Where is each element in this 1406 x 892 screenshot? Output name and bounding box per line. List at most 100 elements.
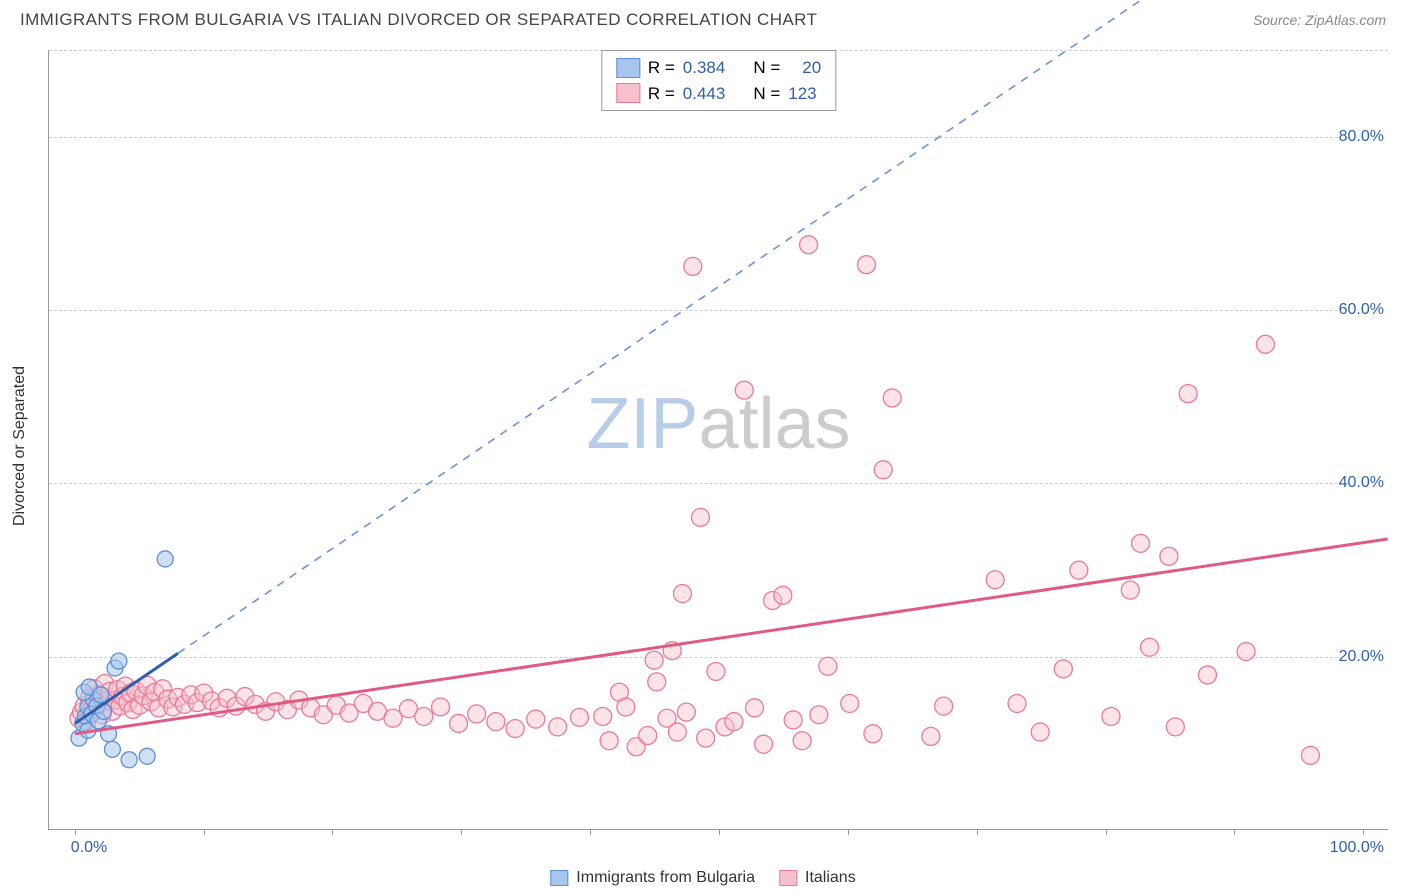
scatter-point (986, 571, 1004, 589)
scatter-point (1198, 666, 1216, 684)
r-label: R = (648, 81, 675, 107)
legend-stats-row-pink: R = 0.443 N = 123 (616, 81, 821, 107)
r-label: R = (648, 55, 675, 81)
x-tick-mark (75, 829, 76, 835)
r-value-pink: 0.443 (683, 81, 726, 107)
source-prefix: Source: (1253, 12, 1305, 28)
scatter-point (735, 381, 753, 399)
scatter-point (746, 699, 764, 717)
scatter-point (617, 698, 635, 716)
scatter-point (774, 586, 792, 604)
scatter-point (157, 551, 173, 567)
x-tick-mark (719, 829, 720, 835)
scatter-point (935, 697, 953, 715)
scatter-point (810, 706, 828, 724)
scatter-point (691, 508, 709, 526)
scatter-point (1008, 695, 1026, 713)
legend-series: Immigrants from Bulgaria Italians (550, 869, 855, 887)
source-attribution: Source: ZipAtlas.com (1253, 12, 1386, 28)
scatter-point (673, 585, 691, 603)
n-label: N = (753, 55, 780, 81)
scatter-point (639, 727, 657, 745)
r-value-blue: 0.384 (683, 55, 726, 81)
x-tick-mark (1363, 829, 1364, 835)
scatter-point (1179, 385, 1197, 403)
n-label: N = (753, 81, 780, 107)
x-tick-label: 0.0% (71, 839, 107, 857)
chart-header: IMMIGRANTS FROM BULGARIA VS ITALIAN DIVO… (0, 0, 1406, 36)
legend-item-pink: Italians (779, 869, 856, 887)
scatter-point (594, 707, 612, 725)
legend-stats-row-blue: R = 0.384 N = 20 (616, 55, 821, 81)
scatter-point (432, 698, 450, 716)
x-tick-label: 100.0% (1330, 839, 1384, 857)
scatter-point (677, 703, 695, 721)
scatter-point (645, 651, 663, 669)
scatter-point (1166, 718, 1184, 736)
scatter-point (121, 752, 137, 768)
scatter-point (415, 707, 433, 725)
scatter-svg (49, 50, 1388, 829)
scatter-point (549, 718, 567, 736)
scatter-point (1160, 547, 1178, 565)
scatter-point (1256, 335, 1274, 353)
scatter-point (1102, 707, 1120, 725)
legend-swatch-blue-small (550, 870, 568, 886)
scatter-point (922, 727, 940, 745)
scatter-point (1031, 723, 1049, 741)
scatter-point (1141, 638, 1159, 656)
scatter-point (384, 709, 402, 727)
scatter-point (1132, 534, 1150, 552)
n-value-blue: 20 (802, 55, 821, 81)
scatter-point (139, 748, 155, 764)
chart-title: IMMIGRANTS FROM BULGARIA VS ITALIAN DIVO… (20, 10, 817, 30)
scatter-point (1054, 660, 1072, 678)
chart-plot-area: ZIPatlas R = 0.384 N = 20 R = 0.443 N = … (48, 50, 1388, 830)
legend-stats-box: R = 0.384 N = 20 R = 0.443 N = 123 (601, 50, 836, 111)
legend-label-blue: Immigrants from Bulgaria (576, 869, 755, 887)
scatter-point (111, 653, 127, 669)
scatter-point (784, 711, 802, 729)
y-axis-label: Divorced or Separated (11, 366, 29, 526)
scatter-point (841, 695, 859, 713)
scatter-point (104, 741, 120, 757)
x-tick-mark (848, 829, 849, 835)
x-tick-mark (204, 829, 205, 835)
x-tick-mark (1106, 829, 1107, 835)
legend-swatch-blue (616, 58, 640, 78)
x-tick-mark (590, 829, 591, 835)
scatter-point (1070, 561, 1088, 579)
scatter-point (755, 735, 773, 753)
scatter-point (883, 389, 901, 407)
scatter-point (648, 673, 666, 691)
n-value-pink: 123 (788, 81, 816, 107)
legend-swatch-pink (616, 83, 640, 103)
scatter-point (819, 657, 837, 675)
scatter-point (1121, 581, 1139, 599)
legend-swatch-pink-small (779, 870, 797, 886)
scatter-point (874, 461, 892, 479)
scatter-point (697, 729, 715, 747)
scatter-point (793, 732, 811, 750)
scatter-point (571, 708, 589, 726)
legend-label-pink: Italians (805, 869, 856, 887)
x-tick-mark (332, 829, 333, 835)
scatter-point (468, 705, 486, 723)
scatter-point (864, 725, 882, 743)
legend-item-blue: Immigrants from Bulgaria (550, 869, 755, 887)
scatter-point (506, 720, 524, 738)
x-tick-mark (977, 829, 978, 835)
scatter-point (684, 257, 702, 275)
x-tick-mark (461, 829, 462, 835)
scatter-point (707, 662, 725, 680)
scatter-point (487, 713, 505, 731)
scatter-point (450, 714, 468, 732)
scatter-point (1301, 746, 1319, 764)
scatter-point (857, 256, 875, 274)
scatter-point (668, 723, 686, 741)
scatter-point (800, 236, 818, 254)
x-tick-mark (1234, 829, 1235, 835)
scatter-point (725, 713, 743, 731)
source-name: ZipAtlas.com (1305, 12, 1386, 28)
scatter-point (527, 710, 545, 728)
